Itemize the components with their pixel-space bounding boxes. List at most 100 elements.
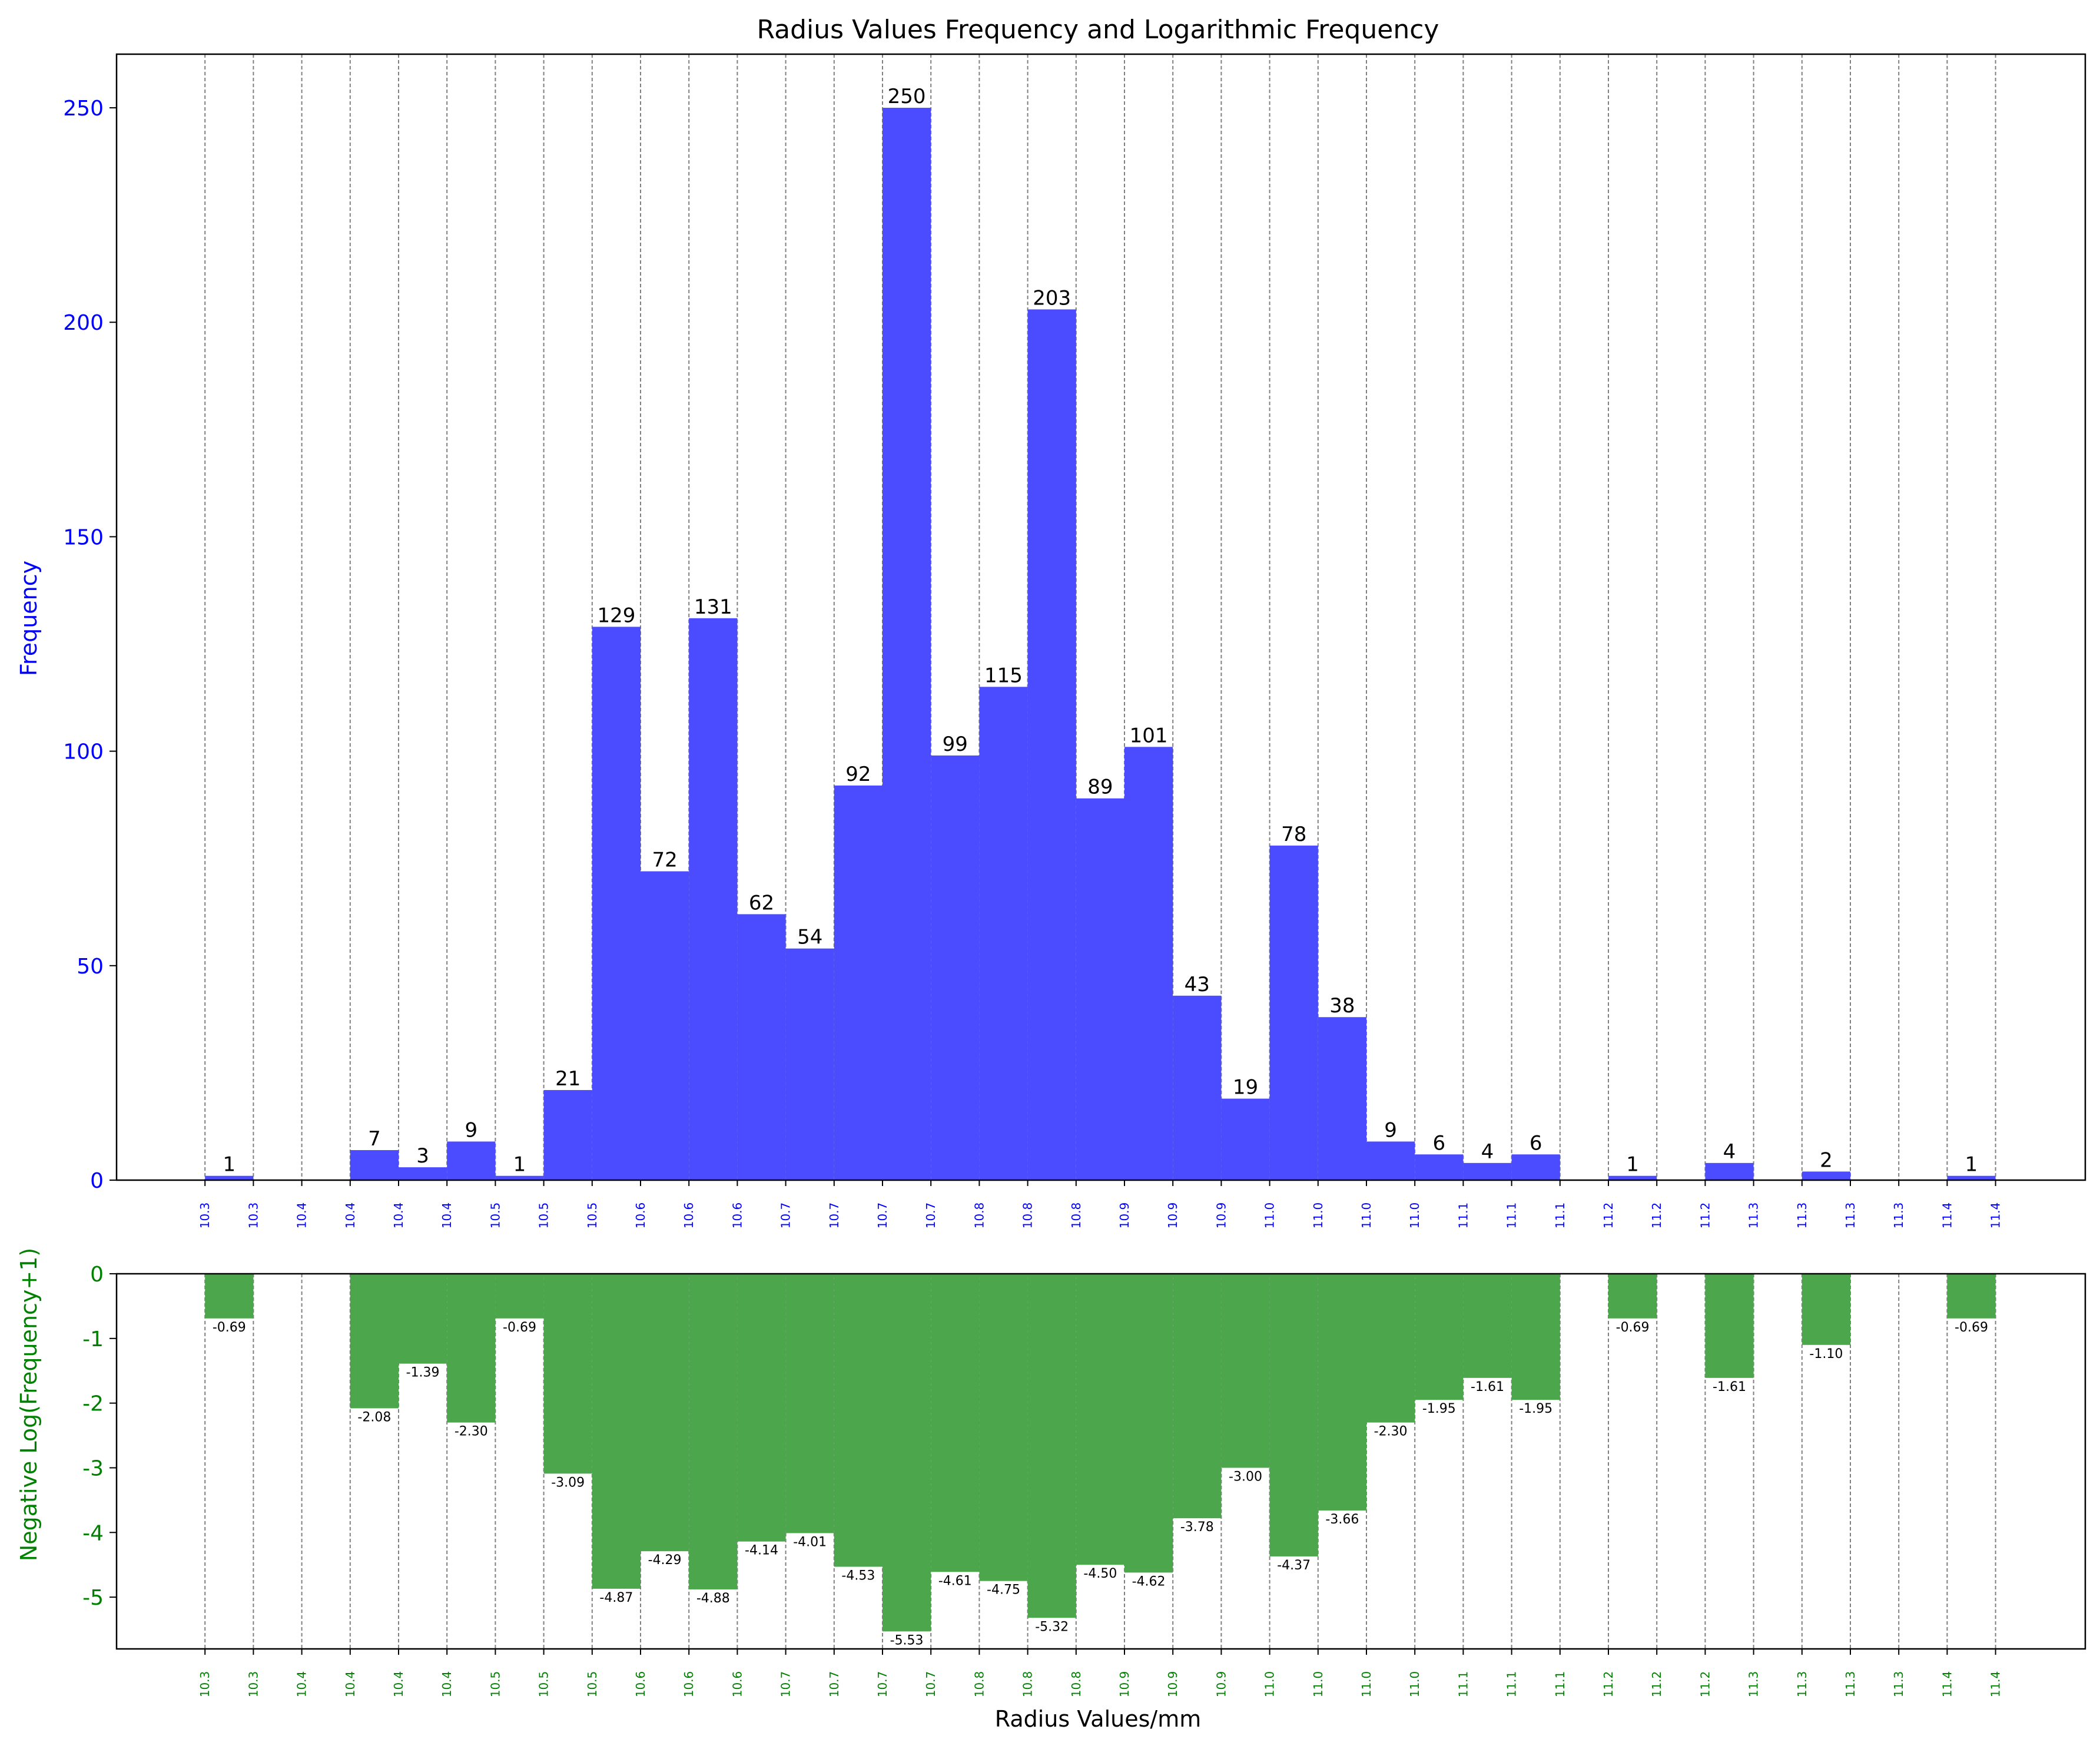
y-tick-label: 200 — [63, 311, 104, 335]
x-tick-label: 11.2 — [1698, 1203, 1712, 1229]
x-tick-label: 10.3 — [246, 1671, 260, 1698]
bar — [931, 755, 980, 1180]
x-tick-label: 11.0 — [1359, 1671, 1374, 1698]
x-tick-label: 11.2 — [1601, 1671, 1615, 1698]
bar — [1415, 1274, 1464, 1400]
bar — [543, 1274, 592, 1474]
x-tick-label: 11.1 — [1505, 1671, 1519, 1698]
x-tick-label: 11.2 — [1650, 1203, 1664, 1229]
bar — [1318, 1274, 1366, 1510]
bar-value-label: -4.75 — [987, 1583, 1020, 1598]
bar — [1705, 1274, 1754, 1378]
x-tick-label: 10.7 — [924, 1203, 938, 1229]
x-tick-label: 11.3 — [1795, 1671, 1809, 1698]
bar-value-label: 43 — [1185, 973, 1210, 996]
x-tick-label: 11.4 — [1989, 1203, 2003, 1229]
x-tick-label: 11.0 — [1263, 1671, 1277, 1698]
bar-value-label: 21 — [555, 1067, 580, 1091]
y-tick-label: 0 — [90, 1169, 104, 1193]
bar — [834, 1274, 883, 1567]
x-tick-label: 11.3 — [1795, 1203, 1809, 1229]
bar-value-label: 1 — [223, 1153, 235, 1177]
bar — [592, 1274, 641, 1589]
x-tick-label: 10.6 — [633, 1671, 648, 1698]
x-tick-label: 11.3 — [1892, 1203, 1906, 1229]
bar — [399, 1167, 447, 1180]
bar-value-label: 3 — [416, 1144, 429, 1168]
frequency-axis-label: Frequency — [16, 561, 42, 676]
bar — [883, 1274, 931, 1632]
bar-value-label: -1.39 — [406, 1366, 440, 1380]
bar-value-label: -3.00 — [1229, 1469, 1262, 1484]
bar-value-label: -4.61 — [938, 1574, 972, 1588]
radius-axis-label: Radius Values/mm — [995, 1706, 1201, 1732]
frequency-panel: 1739121129721316254922509911520389101431… — [63, 53, 2086, 1229]
bar-value-label: 62 — [749, 891, 774, 915]
bar — [1076, 798, 1124, 1180]
bar-value-label: 99 — [943, 733, 968, 756]
bar-value-label: -5.32 — [1035, 1619, 1069, 1634]
bar — [979, 687, 1028, 1180]
bar-value-label: -1.61 — [1713, 1380, 1746, 1394]
bar-value-label: -4.88 — [696, 1591, 730, 1606]
bar — [883, 108, 931, 1181]
x-tick-label: 10.4 — [295, 1671, 309, 1698]
x-tick-label: 10.9 — [1117, 1203, 1132, 1229]
bar — [205, 1175, 254, 1180]
x-tick-label: 10.8 — [972, 1203, 986, 1229]
x-tick-label: 10.8 — [972, 1671, 986, 1698]
x-tick-label: 10.4 — [343, 1203, 357, 1229]
chart-title: Radius Values Frequency and Logarithmic … — [757, 15, 1439, 45]
x-tick-label: 11.1 — [1553, 1203, 1567, 1229]
log-frequency-panel: -0.69 -2.08 -1.39 -2.30 -0.69 -3.09 -4.87 -4.29… — [82, 1263, 2086, 1698]
x-tick-label: 11.3 — [1747, 1671, 1761, 1698]
y-tick-label: 250 — [63, 97, 104, 121]
bar — [1269, 845, 1318, 1180]
bar-value-label: 89 — [1087, 776, 1113, 799]
bar-value-label: 131 — [694, 595, 732, 619]
x-tick-label: 11.1 — [1456, 1671, 1470, 1698]
bar-value-label: -4.87 — [599, 1591, 633, 1605]
x-tick-label: 11.4 — [1989, 1671, 2003, 1698]
bar — [1463, 1274, 1512, 1378]
x-tick-label: 11.3 — [1892, 1671, 1906, 1698]
bar-value-label: -2.30 — [1374, 1425, 1408, 1439]
bar-value-label: 19 — [1233, 1076, 1258, 1099]
bar — [1221, 1098, 1270, 1180]
bar-value-label: -5.53 — [890, 1633, 924, 1648]
x-tick-label: 10.4 — [343, 1671, 357, 1698]
x-tick-label: 10.8 — [1021, 1671, 1035, 1698]
bar-value-label: -0.69 — [213, 1320, 246, 1335]
bar — [1027, 1274, 1076, 1618]
x-tick-label: 10.5 — [537, 1203, 551, 1229]
axes-frame — [115, 53, 2086, 1181]
bar — [834, 785, 883, 1180]
bar-value-label: 6 — [1432, 1131, 1445, 1155]
bar-value-label: 92 — [845, 763, 871, 786]
x-tick-label: 10.7 — [875, 1203, 890, 1229]
x-tick-label: 11.1 — [1505, 1203, 1519, 1229]
x-tick-label: 11.0 — [1408, 1203, 1422, 1229]
x-tick-label: 10.4 — [440, 1671, 454, 1698]
bar — [1802, 1171, 1850, 1180]
bar-value-label: -4.53 — [841, 1569, 875, 1584]
bar-value-label: 250 — [888, 85, 926, 108]
bar — [350, 1274, 399, 1409]
bar-value-label: -4.14 — [745, 1543, 778, 1558]
x-tick-label: 10.9 — [1166, 1203, 1180, 1229]
bar — [1269, 1274, 1318, 1556]
x-tick-label: 10.7 — [779, 1671, 793, 1698]
bar-value-label: -1.95 — [1422, 1402, 1456, 1416]
bar — [1802, 1274, 1850, 1345]
bar — [785, 1274, 834, 1533]
x-tick-label: 10.9 — [1166, 1671, 1180, 1698]
bar — [1318, 1017, 1366, 1180]
x-tick-label: 10.3 — [198, 1671, 212, 1698]
bar — [1173, 995, 1222, 1180]
x-tick-label: 10.7 — [827, 1203, 841, 1229]
bar — [1173, 1274, 1222, 1519]
bar-value-label: 9 — [1384, 1118, 1397, 1142]
bar — [447, 1141, 496, 1180]
y-tick-label: -4 — [82, 1521, 104, 1545]
